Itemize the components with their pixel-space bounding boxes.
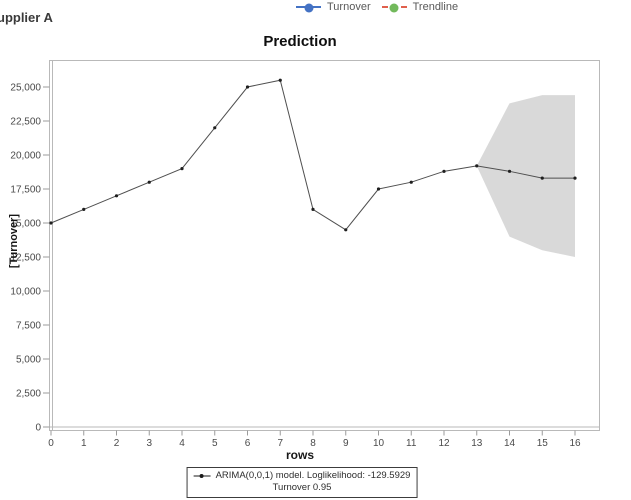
svg-text:4: 4: [179, 438, 185, 449]
svg-text:5,000: 5,000: [16, 355, 41, 366]
svg-text:0: 0: [48, 438, 54, 449]
svg-text:17,500: 17,500: [10, 185, 41, 196]
y-axis-label: [Turnover]: [8, 213, 20, 269]
turnover-dot-icon: [304, 3, 313, 13]
supplier-label: upplier A: [0, 10, 53, 25]
svg-text:13: 13: [471, 438, 483, 449]
svg-text:10,000: 10,000: [10, 287, 41, 298]
svg-text:14: 14: [504, 438, 516, 449]
legend-item-label: Turnover: [327, 1, 371, 13]
svg-text:7,500: 7,500: [16, 321, 41, 332]
svg-text:22,500: 22,500: [10, 117, 41, 128]
chart-title: Prediction: [263, 33, 337, 50]
svg-text:15,000: 15,000: [10, 219, 41, 230]
turnover-line-marker-icon: [296, 3, 321, 13]
model-summary-line1: ARIMA(0,0,1) model. Loglikelihood: -129.…: [215, 470, 411, 481]
trendline-dot-icon: [389, 3, 399, 13]
svg-text:1: 1: [81, 438, 87, 449]
series-marker-icon: [193, 474, 211, 478]
svg-text:10: 10: [373, 438, 385, 449]
svg-text:20,000: 20,000: [10, 151, 41, 162]
legend-item-turnover[interactable]: Turnover: [296, 1, 371, 13]
trendline-line-marker-icon: [381, 3, 407, 13]
svg-text:0: 0: [35, 423, 41, 434]
x-axis-label: rows: [285, 448, 314, 462]
legend-item-label: Trendline: [412, 1, 459, 13]
svg-text:2,500: 2,500: [16, 389, 41, 400]
svg-text:2: 2: [114, 438, 120, 449]
model-summary-box: ARIMA(0,0,1) model. Loglikelihood: -129.…: [186, 467, 418, 498]
legend-item-trendline[interactable]: Trendline: [381, 1, 459, 13]
model-summary-line2: Turnover 0.95: [272, 482, 332, 493]
svg-text:8: 8: [310, 438, 316, 449]
svg-text:7: 7: [277, 438, 283, 449]
svg-text:12: 12: [438, 438, 450, 449]
svg-text:12,500: 12,500: [10, 253, 41, 264]
svg-text:25,000: 25,000: [10, 83, 41, 94]
svg-text:6: 6: [245, 438, 251, 449]
svg-text:5: 5: [212, 438, 218, 449]
svg-text:15: 15: [537, 438, 549, 449]
model-summary-row: ARIMA(0,0,1) model. Loglikelihood: -129.…: [193, 470, 411, 482]
svg-text:11: 11: [406, 438, 417, 449]
svg-text:9: 9: [343, 438, 349, 449]
svg-text:3: 3: [146, 438, 152, 449]
chart-legend: Turnover Trendline: [296, 1, 458, 13]
svg-text:16: 16: [569, 438, 581, 449]
